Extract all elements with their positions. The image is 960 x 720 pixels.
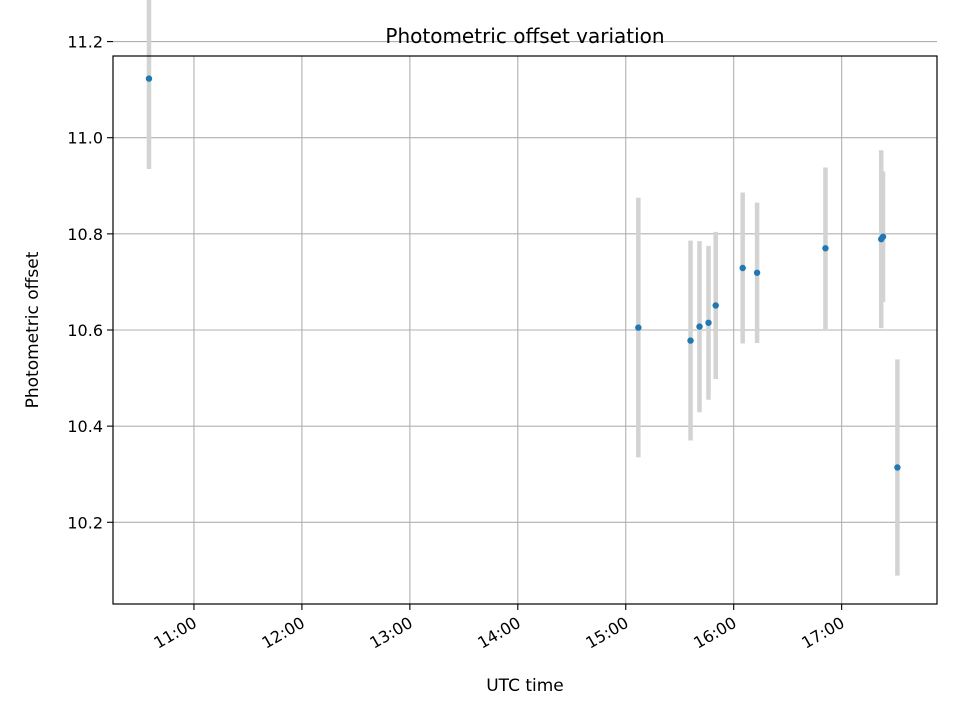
x-axis-label: UTC time: [486, 676, 564, 696]
grid: [113, 41, 937, 604]
data-points: [145, 75, 901, 471]
data-point: [822, 245, 829, 252]
y-tick-label: 10.6: [67, 321, 103, 340]
y-axis-ticks: 10.2 10.4 10.6 10.8 11.0 11.2: [67, 33, 113, 532]
data-point: [145, 75, 153, 82]
data-point: [635, 324, 642, 331]
y-tick-label: 11.0: [67, 129, 103, 148]
data-point: [705, 319, 712, 326]
data-point: [687, 337, 694, 344]
y-tick-label: 10.2: [67, 513, 103, 532]
data-point: [696, 323, 703, 330]
y-tick-label: 11.2: [67, 33, 103, 52]
data-point: [894, 464, 901, 471]
y-axis-label: Photometric offset: [23, 251, 43, 408]
chart-title: Photometric offset variation: [385, 24, 664, 48]
data-point: [753, 269, 761, 276]
y-tick-label: 10.8: [67, 225, 103, 244]
y-tick-label: 10.4: [67, 417, 103, 436]
data-point: [879, 233, 887, 240]
data-point: [739, 264, 746, 272]
data-point: [712, 302, 719, 309]
